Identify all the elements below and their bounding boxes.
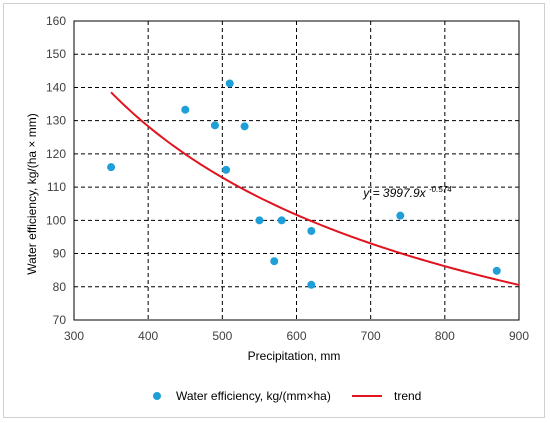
- trend-layer: [110, 91, 520, 286]
- data-point-3: [222, 165, 231, 174]
- data-point-6: [255, 216, 264, 225]
- y-tick-label-9: 160: [46, 14, 66, 28]
- data-point-10: [307, 280, 316, 289]
- data-point-1: [181, 105, 190, 114]
- y-tick-label-6: 130: [46, 114, 66, 128]
- legend: Water efficiency, kg/(mm×ha) trend: [153, 389, 421, 403]
- data-point-12: [492, 266, 501, 275]
- data-point-11: [396, 211, 405, 220]
- grid: [73, 20, 520, 321]
- points-layer: [107, 79, 501, 289]
- data-point-5: [240, 122, 249, 131]
- x-tick-label-0: 300: [64, 329, 84, 343]
- trend-equation: y = 3997.9x -0.574: [362, 185, 452, 200]
- data-point-9: [307, 226, 316, 235]
- y-tick-label-1: 80: [53, 280, 67, 294]
- x-tick-label-4: 700: [361, 329, 381, 343]
- trend-line: [110, 91, 520, 286]
- y-axis-label: Water efficiency, kg/(ha × mm): [25, 113, 39, 275]
- data-point-4: [225, 79, 234, 88]
- y-tick-label-3: 100: [46, 213, 66, 227]
- y-tick-label-5: 120: [46, 147, 66, 161]
- plot-border: [73, 20, 520, 321]
- trend-equation-base: y = 3997.9x: [362, 186, 426, 200]
- data-point-7: [270, 257, 279, 266]
- tick-labels: 300 400 500 600 700 800 900 70 80 90 100 110 120 130 1…: [46, 14, 529, 343]
- x-tick-label-1: 400: [138, 329, 158, 343]
- legend-marker-points: [153, 392, 161, 400]
- y-tick-label-0: 70: [53, 313, 67, 327]
- legend-label-points: Water efficiency, kg/(mm×ha): [176, 389, 331, 403]
- data-point-0: [107, 163, 116, 172]
- legend-label-trend: trend: [394, 389, 421, 403]
- y-tick-label-2: 90: [53, 247, 67, 261]
- y-tick-label-7: 140: [46, 80, 66, 94]
- x-tick-label-6: 900: [509, 329, 529, 343]
- y-tick-label-4: 110: [47, 180, 66, 194]
- data-point-8: [277, 216, 286, 225]
- x-tick-label-5: 800: [435, 329, 455, 343]
- x-tick-label-3: 600: [286, 329, 306, 343]
- x-tick-label-2: 500: [212, 329, 232, 343]
- y-tick-label-8: 150: [46, 47, 66, 61]
- x-axis-label: Precipitation, mm: [248, 349, 341, 363]
- chart-frame: [3, 3, 545, 418]
- trend-equation-exponent: -0.574: [429, 185, 452, 194]
- data-point-2: [210, 121, 219, 130]
